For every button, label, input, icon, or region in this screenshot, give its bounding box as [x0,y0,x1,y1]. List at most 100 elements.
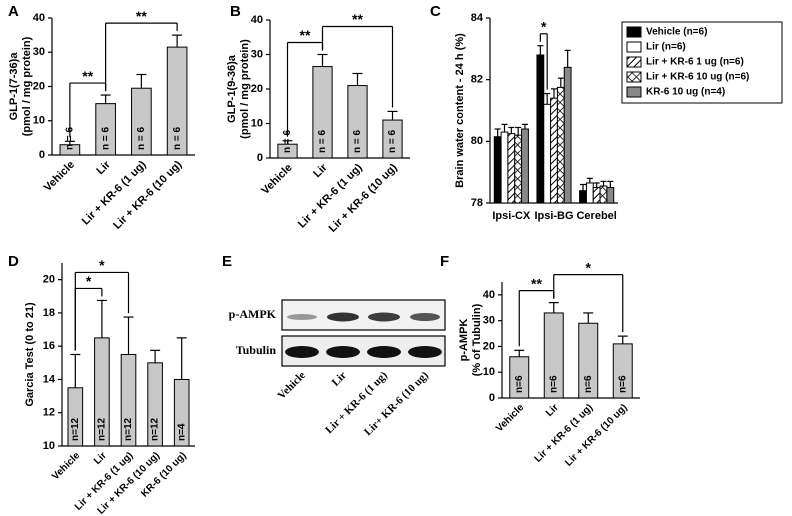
band [368,312,400,322]
legend-swatch [626,26,642,38]
n-label: n=6 [583,375,594,393]
legend-swatch [626,86,642,98]
y-tick-label: 10 [251,117,263,129]
legend-swatch [626,41,642,53]
significance-label: * [586,259,592,275]
y-tick-label: 10 [43,440,55,452]
x-tick-label: Lir + KR-6 (10 ug) [327,161,400,234]
bar [606,187,615,204]
bar [536,54,545,204]
x-tick-label: Vehicle [50,450,82,482]
legend-label: KR-6 10 ug (n=4) [646,87,725,98]
legend-swatch [626,56,642,68]
bar [579,190,587,204]
n-label: n=6 [548,375,559,393]
bar [543,103,552,204]
x-tick-label: Lir [544,402,561,419]
panel-label: A [8,3,19,20]
x-tick-label: Lir + KR-6 (1 ug) [80,158,149,227]
significance-label: ** [531,275,542,291]
y-axis-label: (% of Tubulin) [471,303,483,376]
y-tick-label: 40 [33,12,45,24]
x-tick-label: Vehicle [42,159,77,194]
bar [521,128,529,204]
x-tick-label: Lir + KR-6 (1 ug) [296,161,365,230]
y-tick-label: 20 [483,340,495,352]
n-label: n=6 [617,375,628,393]
x-tick-label: Vehicle [259,162,294,197]
y-tick-label: 20 [43,274,55,286]
n-label: n = 6 [172,126,183,150]
y-tick-label: 12 [43,407,55,419]
n-label: n=12 [97,417,108,441]
legend-label: Vehicle (n=6) [646,27,707,38]
x-tick-label: Ipsi-CX [492,210,531,222]
y-axis-label: GLP-1(7-36)a [8,52,20,121]
y-tick-label: 10 [33,115,45,127]
n-label: n=12 [70,417,81,441]
legend-label: Lir (n=6) [646,42,686,53]
legend-label: Lir + KR-6 1 ug (n=6) [646,57,744,68]
y-axis-label: p-AMPK [458,319,470,362]
n-label: n=12 [150,417,161,441]
band [408,346,442,358]
legend-box [621,21,783,104]
x-tick-label: Lir + KR-6 (10 ug) [111,158,184,231]
band [410,313,440,321]
significance-label: * [86,273,92,289]
row-label: p-AMPK [229,307,277,321]
x-tick-label: Lir + KR-6 (10 ug) [563,402,630,469]
x-tick-label: Lir [94,158,113,177]
n-label: n = 6 [352,129,363,153]
y-tick-label: 84 [471,12,484,24]
n-label: n = 6 [282,129,293,153]
x-tick-label: Ipsi-BG [534,210,573,222]
y-axis-label: (pmol / mg protein) [21,36,33,136]
bar [556,86,565,204]
y-tick-label: 20 [33,80,45,92]
n-label: n = 6 [387,129,398,153]
n-label: n=4 [176,423,187,441]
y-tick-label: 10 [483,366,495,378]
legend-swatch [626,71,642,83]
blot: E [222,253,446,367]
row-label: Tubulin [236,343,277,357]
n-label: n = 6 [100,126,111,150]
y-tick-label: 40 [483,289,495,301]
n-label: n = 6 [136,126,147,150]
bar [507,133,516,204]
bar [514,134,523,204]
significance-label: ** [136,8,147,24]
y-tick-label: 18 [43,307,55,319]
y-tick-label: 30 [251,48,263,60]
panel-label: D [8,253,19,270]
n-label: n=6 [514,375,525,393]
significance-label: ** [352,11,363,27]
bar [493,136,502,204]
legend-label: Lir + KR-6 10 ug (n=6) [646,72,749,83]
bar [500,131,509,204]
panel-label: C [430,3,441,20]
y-tick-label: 20 [251,83,263,95]
y-tick-label: 82 [471,74,483,86]
x-tick-label: Vehicle [494,402,526,434]
x-tick-label: Cerebel [576,210,616,222]
significance-label: ** [300,27,311,43]
panel-label: B [230,3,241,20]
band [326,346,360,358]
n-label: n=12 [123,417,134,441]
y-tick-label: 30 [33,46,45,58]
bar [563,66,572,204]
bar [599,185,608,204]
n-label: n = 6 [65,126,76,150]
bar [592,187,601,204]
y-tick-label: 78 [471,197,483,209]
y-axis-label: (pmol / mg protein) [239,39,251,139]
n-label: n = 6 [317,129,328,153]
panel-label: E [222,253,232,270]
bar [550,97,558,204]
y-tick-label: 16 [43,340,55,352]
y-tick-label: 0 [489,392,495,404]
band [327,312,359,322]
